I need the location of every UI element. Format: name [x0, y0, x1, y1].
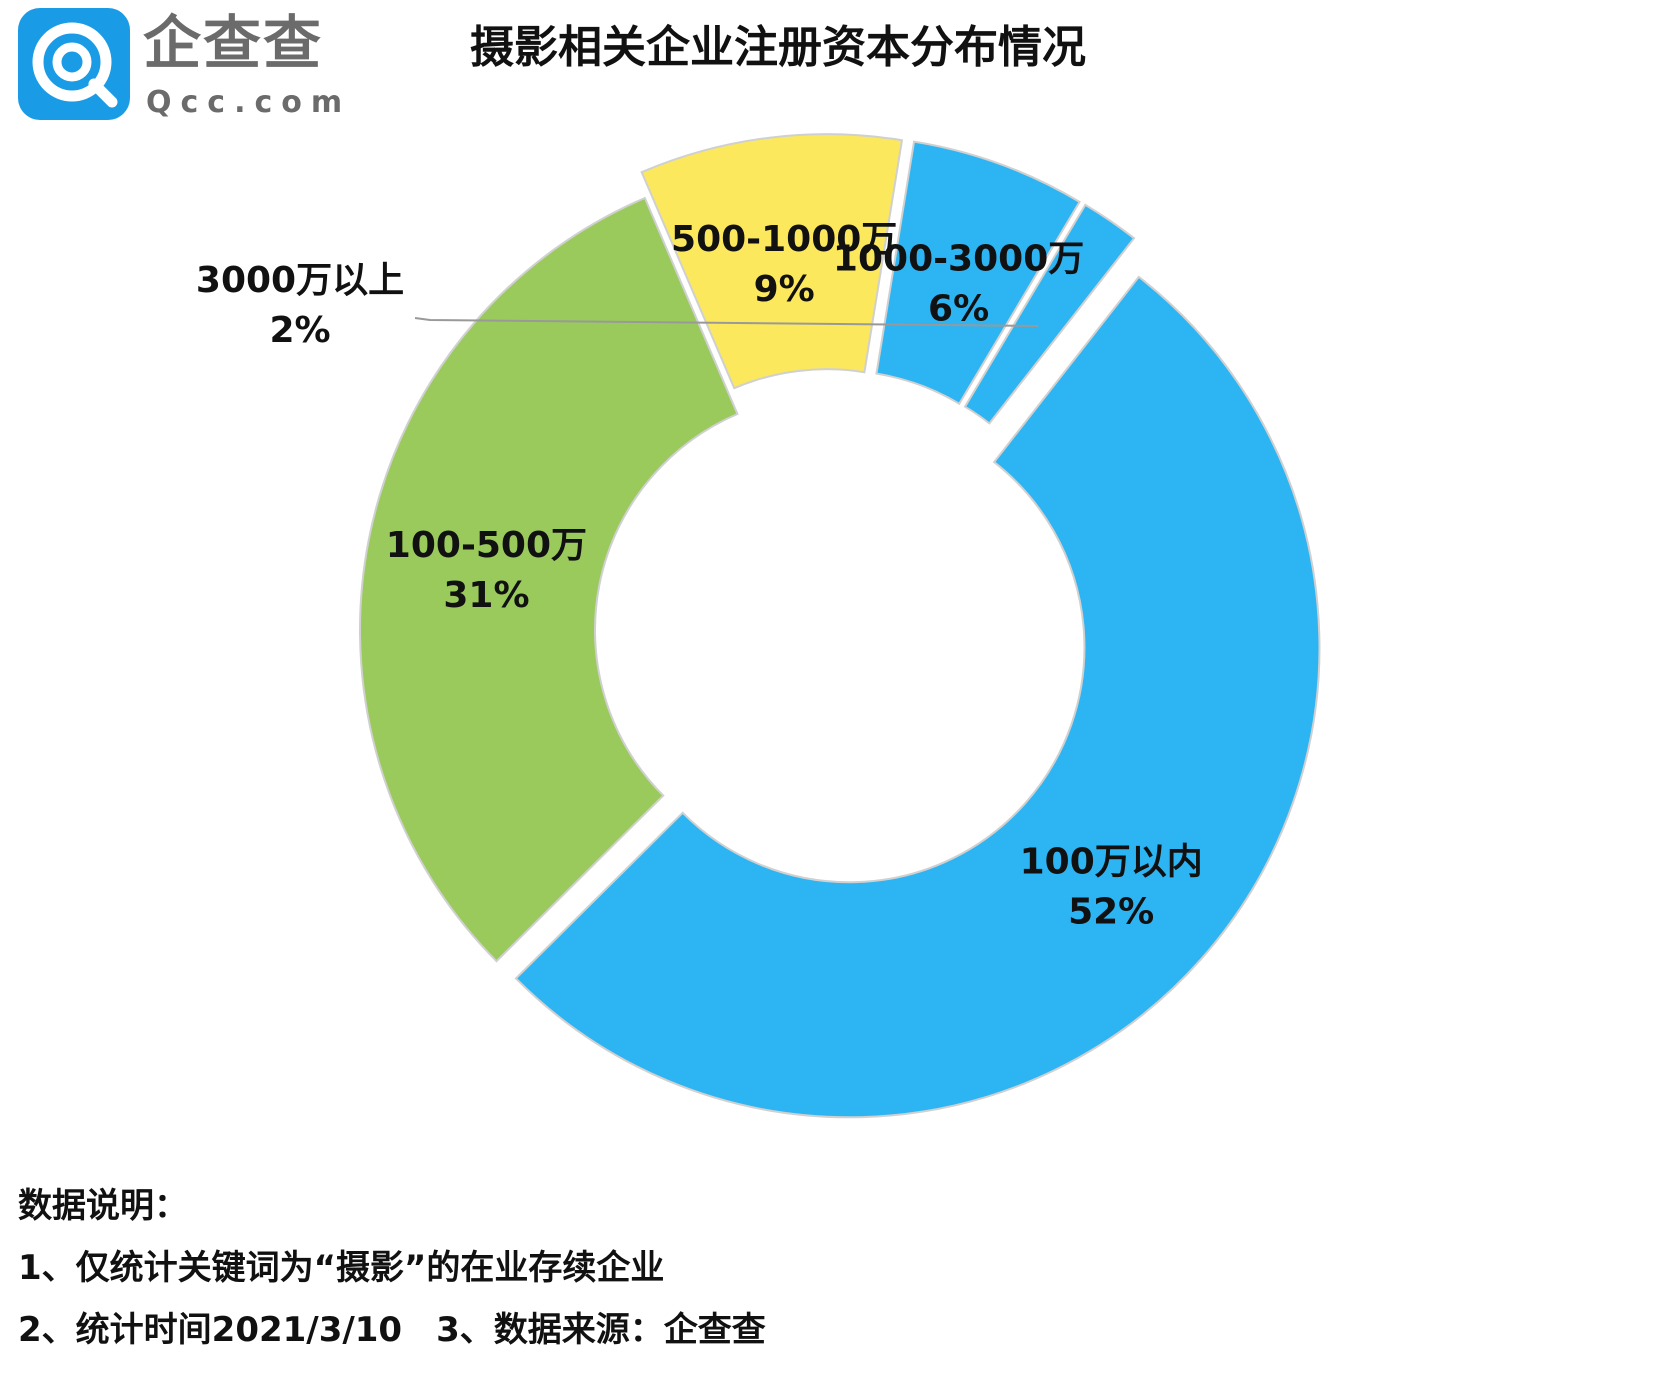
chart-title: 摄影相关企业注册资本分布情况 — [470, 22, 1086, 73]
slice-2-arc — [359, 196, 739, 963]
slice-4-arc — [875, 140, 1081, 406]
slice-3-category-label: 500-1000万 — [671, 219, 897, 260]
slice-4-percent-label: 6% — [928, 289, 989, 330]
slice-2-percent-label: 31% — [443, 575, 529, 616]
slice-1-arc — [514, 275, 1321, 1119]
slice-5-arc — [963, 203, 1136, 425]
slice-1-category-label: 100万以内 — [1020, 842, 1203, 883]
slice-4-category-label: 1000-3000万 — [833, 239, 1084, 280]
slice-1-percent-label: 52% — [1068, 892, 1154, 933]
brand-name-cn: 企查查 — [143, 9, 324, 77]
slice-5-percent-label: 2% — [269, 310, 330, 351]
brand-logo: 企查查 Qcc.com — [18, 8, 358, 128]
slices-layer — [359, 133, 1321, 1119]
slice-5-leader-line — [414, 317, 1039, 327]
notes-heading: 数据说明： — [18, 1186, 188, 1226]
notes-line-2: 2、统计时间2021/3/10 3、数据来源：企查查 — [18, 1310, 766, 1350]
leaders-layer — [414, 317, 1039, 327]
brand-name-en: Qcc.com — [146, 85, 352, 120]
slice-3-percent-label: 9% — [754, 269, 815, 310]
labels-layer: 100万以内 52% 100-500万 31% 500-1000万 9% 1000-3000… — [196, 219, 1203, 933]
notes-line-1: 1、仅统计关键词为“摄影”的在业存续企业 — [18, 1248, 665, 1288]
qcc-logo-icon — [18, 8, 130, 120]
slice-5-category-label: 3000万以上 — [196, 260, 404, 301]
data-notes: 数据说明： 1、仅统计关键词为“摄影”的在业存续企业 2、统计时间2021/3/… — [18, 1180, 1418, 1366]
slice-2-category-label: 100-500万 — [386, 525, 587, 566]
